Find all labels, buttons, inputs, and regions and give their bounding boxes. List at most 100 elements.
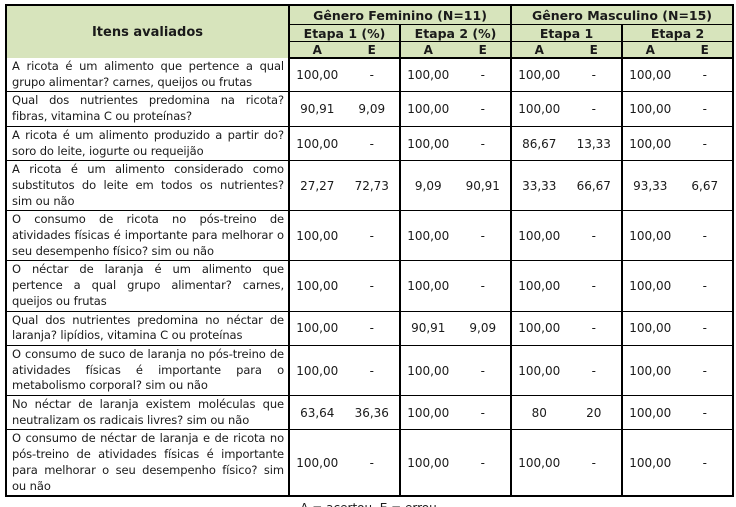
- value-cell-wrong: 66,67: [566, 160, 623, 212]
- value-cell-wrong: -: [344, 126, 400, 162]
- question-cell: O consumo de suco de laranja no pós-trei…: [6, 345, 289, 397]
- answer-header-e: E: [677, 41, 734, 59]
- value-cell-correct: 86,67: [510, 126, 567, 162]
- table-row: A ricota é um alimento que pertence a qu…: [6, 58, 734, 93]
- value-cell-correct: 100,00: [510, 345, 567, 397]
- results-table: Itens avaliados Gênero Feminino (N=11) G…: [5, 4, 735, 498]
- value-cell-wrong: -: [455, 345, 512, 397]
- value-cell-wrong: -: [455, 429, 512, 497]
- value-cell-correct: 27,27: [288, 160, 345, 212]
- value-cell-wrong: 90,91: [455, 160, 512, 212]
- items-header: Itens avaliados: [6, 5, 289, 58]
- value-cell-wrong: -: [677, 429, 734, 497]
- answer-header-a: A: [510, 41, 567, 59]
- value-cell-wrong: 72,73: [344, 160, 400, 212]
- table-row: Qual dos nutrientes predomina no néctar …: [6, 311, 734, 346]
- value-cell-wrong: -: [344, 429, 400, 497]
- group-header-row: Itens avaliados Gênero Feminino (N=11) G…: [6, 5, 734, 58]
- value-cell-correct: 100,00: [621, 311, 678, 346]
- value-cell-correct: 100,00: [510, 210, 567, 262]
- value-cell-wrong: -: [455, 395, 512, 431]
- value-cell-correct: 100,00: [399, 210, 456, 262]
- value-cell-wrong: -: [677, 260, 734, 312]
- value-cell-wrong: -: [455, 210, 512, 262]
- value-cell-wrong: 13,33: [566, 126, 623, 162]
- table-row: O néctar de laranja é um alimento que pe…: [6, 260, 734, 312]
- table-row: O consumo de ricota no pós-treino de ati…: [6, 210, 734, 262]
- value-cell-correct: 100,00: [399, 58, 456, 93]
- value-cell-correct: 100,00: [621, 126, 678, 162]
- value-cell-correct: 90,91: [399, 311, 456, 346]
- value-cell-correct: 100,00: [621, 58, 678, 93]
- value-cell-wrong: -: [677, 345, 734, 397]
- value-cell-wrong: 6,67: [677, 160, 734, 212]
- value-cell-correct: 100,00: [288, 260, 345, 312]
- value-cell-correct: 100,00: [621, 345, 678, 397]
- question-cell: O consumo de ricota no pós-treino de ati…: [6, 210, 289, 262]
- value-cell-correct: 100,00: [621, 429, 678, 497]
- value-cell-correct: 100,00: [288, 429, 345, 497]
- value-cell-correct: 100,00: [288, 210, 345, 262]
- value-cell-correct: 9,09: [399, 160, 456, 212]
- answer-header-a: A: [621, 41, 678, 59]
- table-row: O consumo de suco de laranja no pós-trei…: [6, 345, 734, 397]
- value-cell-correct: 33,33: [510, 160, 567, 212]
- footnote: A = acertou, E = errou: [5, 501, 732, 507]
- value-cell-wrong: -: [566, 260, 623, 312]
- value-cell-correct: 90,91: [288, 91, 345, 127]
- etapa-header-fem-1: Etapa 1 (%): [288, 24, 400, 42]
- value-cell-wrong: -: [677, 126, 734, 162]
- value-cell-wrong: -: [344, 58, 400, 93]
- table-row: A ricota é um alimento produzido a parti…: [6, 126, 734, 162]
- value-cell-correct: 100,00: [288, 58, 345, 93]
- table-row: Qual dos nutrientes predomina na ricota?…: [6, 91, 734, 127]
- value-cell-wrong: -: [677, 311, 734, 346]
- answer-header-a: A: [399, 41, 456, 59]
- value-cell-correct: 100,00: [510, 429, 567, 497]
- answer-header-a: A: [288, 41, 345, 59]
- table-row: O consumo de néctar de laranja e de rico…: [6, 429, 734, 497]
- value-cell-wrong: -: [677, 395, 734, 431]
- value-cell-wrong: -: [455, 58, 512, 93]
- value-cell-correct: 100,00: [621, 210, 678, 262]
- value-cell-wrong: 9,09: [455, 311, 512, 346]
- table-header: Itens avaliados Gênero Feminino (N=11) G…: [6, 5, 734, 59]
- answer-header-e: E: [344, 41, 400, 59]
- question-cell: A ricota é um alimento produzido a parti…: [6, 126, 289, 162]
- value-cell-wrong: -: [677, 58, 734, 93]
- answer-header-e: E: [566, 41, 623, 59]
- value-cell-wrong: -: [566, 210, 623, 262]
- table-row: A ricota é um alimento considerado como …: [6, 160, 734, 212]
- value-cell-wrong: 20: [566, 395, 623, 431]
- table-body: A ricota é um alimento que pertence a qu…: [6, 58, 734, 497]
- value-cell-correct: 100,00: [621, 91, 678, 127]
- value-cell-correct: 93,33: [621, 160, 678, 212]
- value-cell-correct: 100,00: [288, 345, 345, 397]
- value-cell-wrong: -: [566, 91, 623, 127]
- value-cell-correct: 100,00: [510, 260, 567, 312]
- value-cell-correct: 100,00: [621, 260, 678, 312]
- value-cell-correct: 80: [510, 395, 567, 431]
- value-cell-wrong: -: [344, 210, 400, 262]
- value-cell-correct: 100,00: [399, 345, 456, 397]
- value-cell-correct: 63,64: [288, 395, 345, 431]
- value-cell-correct: 100,00: [399, 429, 456, 497]
- value-cell-wrong: -: [455, 260, 512, 312]
- value-cell-wrong: -: [344, 345, 400, 397]
- etapa-header-row: Etapa 1 (%) Etapa 2 (%) Etapa 1 Etapa 2: [6, 24, 734, 42]
- question-cell: Qual dos nutrientes predomina no néctar …: [6, 311, 289, 346]
- question-cell: O consumo de néctar de laranja e de rico…: [6, 429, 289, 497]
- group-header-feminino: Gênero Feminino (N=11): [287, 5, 512, 25]
- question-cell: O néctar de laranja é um alimento que pe…: [6, 260, 289, 312]
- etapa-header-fem-2: Etapa 2 (%): [398, 24, 512, 42]
- value-cell-correct: 100,00: [288, 311, 345, 346]
- value-cell-correct: 100,00: [399, 395, 456, 431]
- value-cell-wrong: -: [677, 210, 734, 262]
- value-cell-correct: 100,00: [399, 126, 456, 162]
- table-row: No néctar de laranja existem moléculas q…: [6, 395, 734, 431]
- value-cell-correct: 100,00: [621, 395, 678, 431]
- question-cell: No néctar de laranja existem moléculas q…: [6, 395, 289, 431]
- value-cell-wrong: -: [677, 91, 734, 127]
- answer-header-e: E: [455, 41, 512, 59]
